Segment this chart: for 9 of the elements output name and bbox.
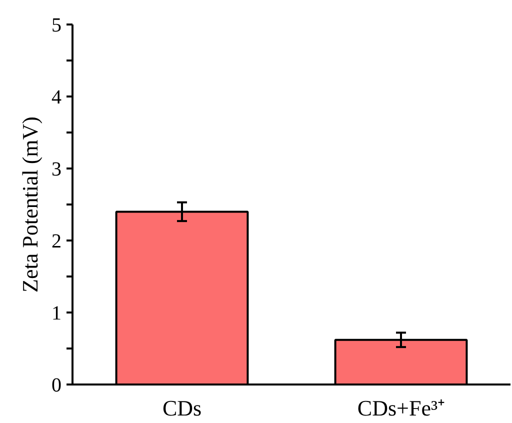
x-tick-label: CDs [162, 396, 202, 420]
y-tick-label: 4 [52, 86, 62, 108]
y-axis-title: Zeta Potential (mV) [18, 116, 42, 292]
x-tick-label: CDs+Fe³⁺ [357, 396, 445, 420]
y-tick-label: 3 [52, 158, 62, 180]
y-tick-label: 5 [52, 14, 62, 36]
y-tick-label: 0 [52, 374, 62, 396]
y-tick-label: 1 [52, 302, 62, 324]
y-tick-label: 2 [52, 230, 62, 252]
